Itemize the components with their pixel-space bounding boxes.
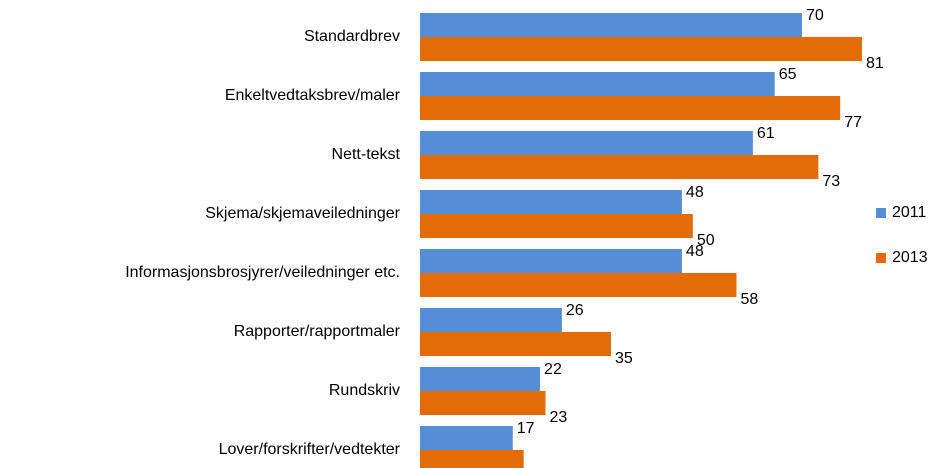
legend-swatch — [876, 253, 886, 263]
category-label: Skjema/skjemaveiledninger — [205, 205, 400, 222]
bar — [420, 13, 802, 37]
category-label: Enkeltvedtaksbrev/maler — [225, 87, 401, 104]
value-label: 77 — [844, 114, 862, 131]
value-label: 23 — [550, 409, 568, 426]
bar — [420, 190, 682, 214]
category-label: Lover/forskrifter/vedtekter — [219, 441, 401, 458]
bar — [420, 391, 546, 415]
value-label: 70 — [806, 7, 824, 24]
bar — [420, 96, 841, 120]
value-label: 48 — [686, 243, 704, 260]
value-label: 35 — [615, 350, 633, 367]
value-label: 17 — [517, 420, 535, 437]
bar — [420, 72, 775, 96]
bar — [420, 273, 737, 297]
category-label: Informasjonsbrosjyrer/veiledninger etc. — [125, 264, 400, 281]
bar — [420, 367, 541, 391]
bar — [420, 332, 611, 356]
bar — [420, 214, 693, 238]
bar — [420, 450, 524, 468]
value-label: 50 — [697, 232, 715, 249]
category-label: Rundskriv — [329, 382, 400, 399]
value-label: 61 — [757, 125, 775, 142]
category-label: Nett-tekst — [332, 146, 401, 163]
bar — [420, 131, 753, 155]
bar — [420, 155, 819, 179]
legend-label: 2013 — [892, 249, 928, 266]
value-label: 58 — [741, 291, 759, 308]
bar — [420, 426, 513, 450]
category-label: Standardbrev — [304, 28, 400, 45]
bar — [420, 308, 562, 332]
legend-swatch — [876, 208, 886, 218]
bar — [420, 37, 863, 61]
category-label: Rapporter/rapportmaler — [234, 323, 401, 340]
bar — [420, 249, 682, 273]
value-label: 26 — [566, 302, 584, 319]
value-label: 22 — [544, 361, 562, 378]
value-label: 48 — [686, 184, 704, 201]
value-label: 65 — [779, 66, 797, 83]
legend-label: 2011 — [892, 204, 927, 221]
value-label: 81 — [866, 55, 884, 72]
value-label: 73 — [822, 173, 840, 190]
